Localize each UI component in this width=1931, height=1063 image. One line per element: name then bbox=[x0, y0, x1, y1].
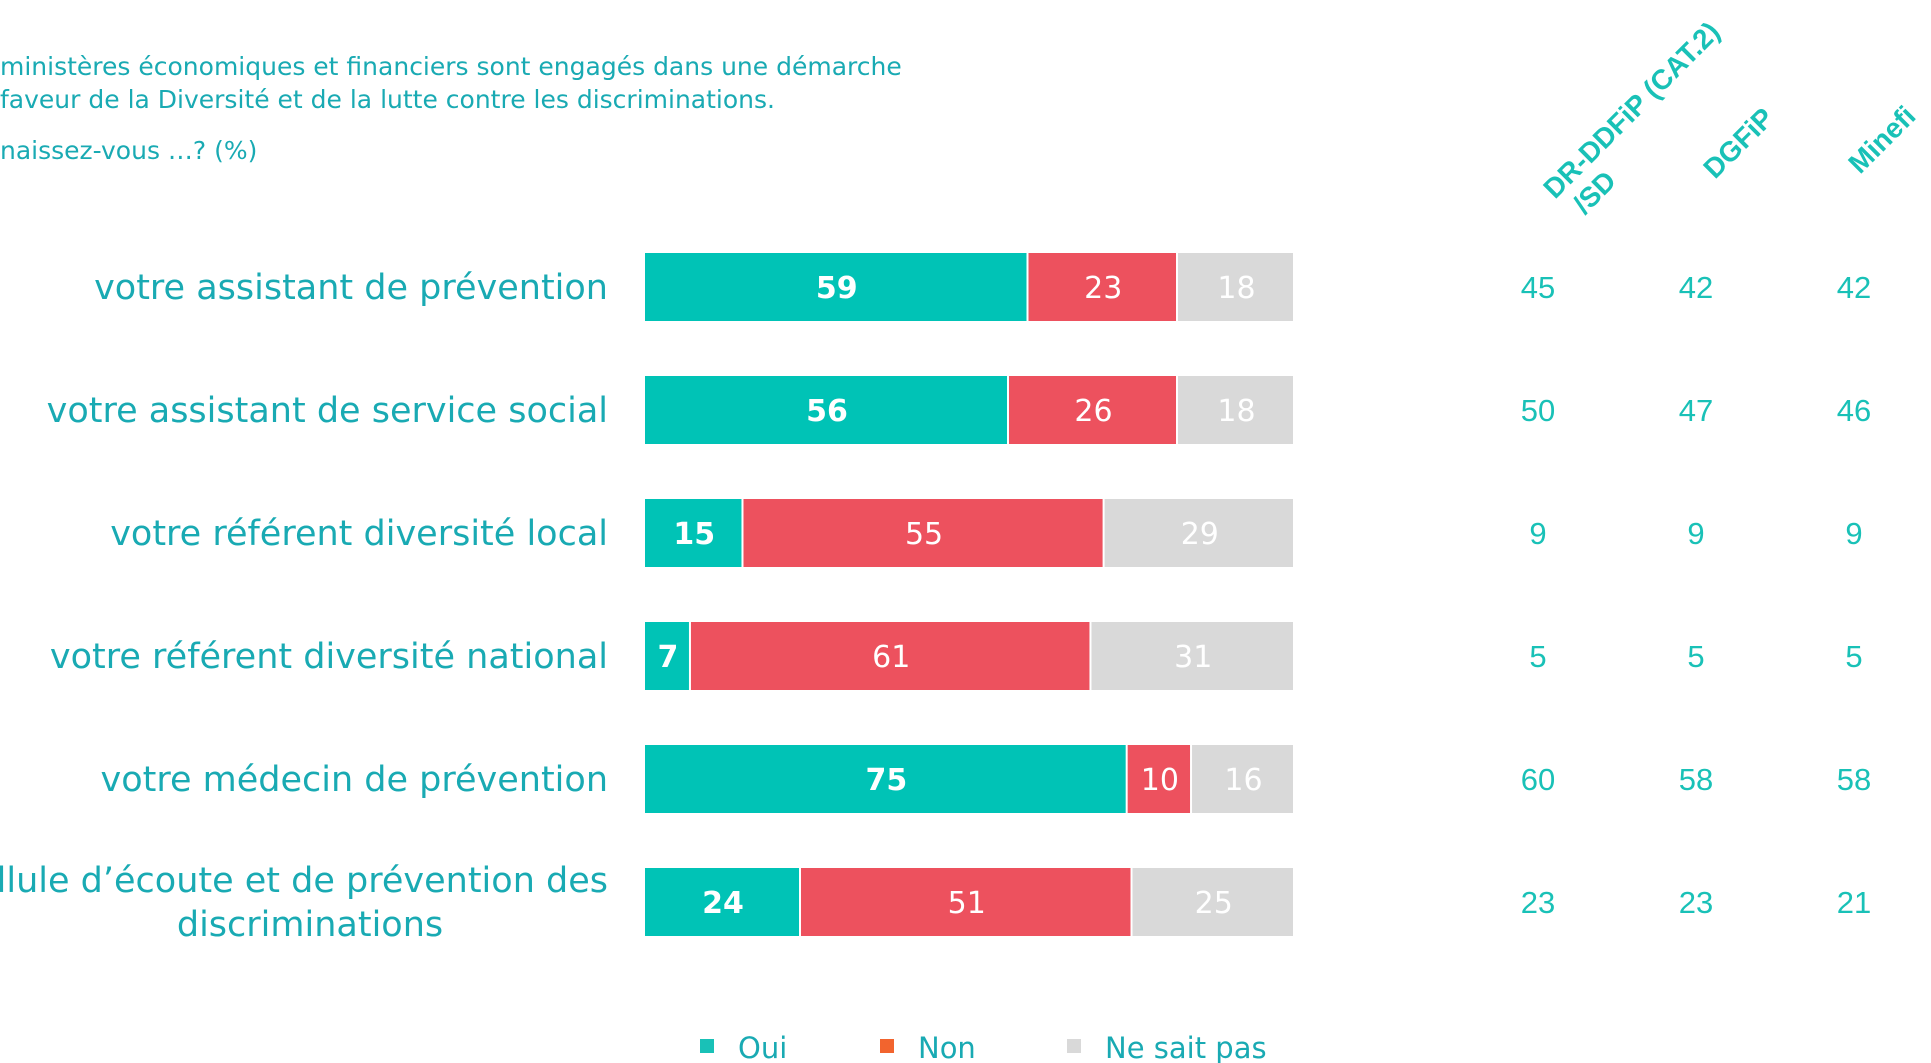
legend-label-non: Non bbox=[918, 1031, 976, 1063]
comparison-value: 21 bbox=[1837, 885, 1871, 920]
comparison-value: 45 bbox=[1521, 270, 1555, 305]
comparison-header: DGFiP bbox=[1697, 102, 1779, 184]
bar-segment-non bbox=[743, 499, 1103, 567]
bar-segment-nsp bbox=[1091, 622, 1293, 690]
bar-segment-oui bbox=[645, 868, 799, 936]
comparison-value: 42 bbox=[1837, 270, 1871, 305]
bar-segment-non bbox=[801, 868, 1131, 936]
bar-segment-nsp bbox=[1132, 868, 1293, 936]
category-label: la cellule d’écoute et de prévention des… bbox=[0, 861, 608, 945]
category-label: votre référent diversité local bbox=[110, 514, 608, 554]
comparison-value: 60 bbox=[1521, 762, 1555, 797]
bar-segment-oui bbox=[645, 499, 742, 567]
category-label: votre médecin de prévention bbox=[101, 760, 609, 800]
data-label-non: 23 bbox=[1084, 271, 1122, 306]
data-label-oui: 56 bbox=[806, 394, 848, 429]
comparison-header-line: Minefi bbox=[1842, 100, 1921, 179]
data-label-non: 51 bbox=[948, 886, 986, 921]
data-label-oui: 75 bbox=[865, 763, 907, 798]
comparison-header-line: DGFiP bbox=[1697, 102, 1779, 184]
data-label-nsp: 31 bbox=[1174, 640, 1212, 675]
data-label-non: 61 bbox=[872, 640, 910, 675]
bar-segment-oui bbox=[645, 622, 689, 690]
data-label-oui: 7 bbox=[658, 640, 679, 675]
intro-line-2: faveur de la Diversité et de la lutte co… bbox=[0, 85, 775, 114]
intro-text: ministères économiques et financiers son… bbox=[0, 50, 1000, 167]
bar-segment-nsp bbox=[1192, 745, 1293, 813]
comparison-value: 23 bbox=[1679, 885, 1713, 920]
data-label-nsp: 16 bbox=[1224, 763, 1262, 798]
question-text: naissez-vous …? (%) bbox=[0, 136, 258, 165]
bar-segment-nsp bbox=[1178, 376, 1293, 444]
comparison-value: 9 bbox=[1687, 516, 1704, 551]
bar-segment-nsp bbox=[1178, 253, 1293, 321]
data-label-oui: 59 bbox=[816, 271, 858, 306]
comparison-value: 5 bbox=[1687, 639, 1704, 674]
legend-marker-oui bbox=[700, 1039, 714, 1053]
comparison-value: 46 bbox=[1837, 393, 1871, 428]
comparison-value: 5 bbox=[1529, 639, 1546, 674]
comparison-value: 58 bbox=[1679, 762, 1713, 797]
comparison-value: 50 bbox=[1521, 393, 1555, 428]
bar-segment-non bbox=[1127, 745, 1191, 813]
category-label: votre assistant de service social bbox=[47, 391, 608, 431]
data-label-non: 26 bbox=[1074, 394, 1112, 429]
category-label: votre référent diversité national bbox=[50, 637, 608, 677]
data-label-nsp: 18 bbox=[1217, 271, 1255, 306]
data-label-oui: 24 bbox=[702, 886, 744, 921]
comparison-value: 42 bbox=[1679, 270, 1713, 305]
comparison-header: Minefi bbox=[1842, 100, 1921, 179]
comparison-value: 58 bbox=[1837, 762, 1871, 797]
bar-segment-non bbox=[1009, 376, 1176, 444]
category-label-line: la cellule d’écoute et de prévention des bbox=[0, 861, 608, 901]
category-label-line: discriminations bbox=[177, 905, 443, 945]
legend-marker-nsp bbox=[1067, 1039, 1081, 1053]
comparison-value: 47 bbox=[1679, 393, 1713, 428]
intro-line-1: ministères économiques et financiers son… bbox=[0, 52, 902, 81]
bar-segment-nsp bbox=[1104, 499, 1293, 567]
legend-marker-non bbox=[880, 1039, 894, 1053]
data-label-nsp: 29 bbox=[1181, 517, 1219, 552]
legend-label-oui: Oui bbox=[738, 1031, 787, 1063]
comparison-value: 23 bbox=[1521, 885, 1555, 920]
data-label-non: 55 bbox=[905, 517, 943, 552]
bar-segment-oui bbox=[645, 253, 1027, 321]
comparison-header-line: DR-DDFiP (CAT.2) bbox=[1537, 16, 1725, 204]
bar-segment-oui bbox=[645, 376, 1007, 444]
bar-segment-oui bbox=[645, 745, 1126, 813]
comparison-value: 5 bbox=[1845, 639, 1862, 674]
category-label: votre assistant de prévention bbox=[94, 268, 608, 308]
data-label-nsp: 25 bbox=[1195, 886, 1233, 921]
data-label-nsp: 18 bbox=[1217, 394, 1255, 429]
comparison-header: DR-DDFiP (CAT.2)/SD bbox=[1537, 16, 1748, 227]
data-label-non: 10 bbox=[1141, 763, 1179, 798]
data-label-oui: 15 bbox=[673, 517, 715, 552]
bar-segment-non bbox=[690, 622, 1090, 690]
comparison-value: 9 bbox=[1529, 516, 1546, 551]
legend-label-nsp: Ne sait pas bbox=[1105, 1031, 1267, 1063]
bar-segment-non bbox=[1028, 253, 1176, 321]
comparison-value: 9 bbox=[1845, 516, 1862, 551]
